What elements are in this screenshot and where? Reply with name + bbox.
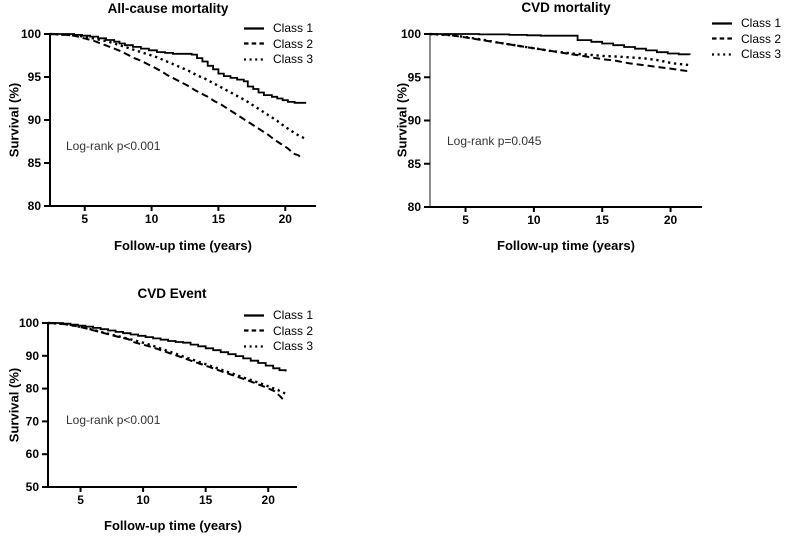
survival-curve-class-3 <box>49 32 305 140</box>
y-tick-label: 100 <box>21 27 41 41</box>
y-tick-label: 90 <box>26 349 40 363</box>
y-tick-label: 80 <box>408 200 422 214</box>
legend-label: Class 2 <box>741 31 782 46</box>
legend-label: Class 2 <box>273 323 314 338</box>
survival-curve-class-1 <box>50 33 307 104</box>
legend-item-class-1: Class 1 <box>243 21 314 36</box>
legend-label: Class 3 <box>741 47 782 62</box>
y-tick-label: 80 <box>28 199 42 213</box>
chart-all-cause-mortality: 5 10 15 20 80 85 90 95 100 All-cause mortality S… <box>0 0 390 265</box>
survival-curve-class-1 <box>48 322 287 372</box>
log-rank-annotation: Log-rank p=0.045 <box>447 134 542 148</box>
legend-item-class-3: Class 3 <box>243 339 314 354</box>
y-tick-label: 85 <box>408 157 422 171</box>
x-tick-label: 5 <box>462 213 469 227</box>
legend: Class 1 Class 2 Class 3 <box>243 308 314 354</box>
legend-item-class-3: Class 3 <box>243 52 314 67</box>
legend-label: Class 3 <box>273 52 314 67</box>
chart-title: CVD mortality <box>521 0 611 15</box>
y-tick-label: 80 <box>26 382 40 396</box>
y-tick-label: 90 <box>28 113 42 127</box>
x-tick-label: 5 <box>81 212 88 226</box>
plot-area: 5 10 15 20 80 85 90 95 100 <box>401 27 702 227</box>
plot-area: 5 10 15 20 50 60 70 80 90 100 <box>19 316 297 507</box>
legend-dashed-line-icon <box>244 329 264 332</box>
legend-dotted-line-icon <box>244 58 264 61</box>
y-tick-label: 60 <box>26 447 40 461</box>
legend-item-class-2: Class 2 <box>243 323 314 338</box>
legend-dotted-line-icon <box>712 53 732 56</box>
legend: Class 1 Class 2 Class 3 <box>711 16 782 62</box>
legend-label: Class 3 <box>273 339 314 354</box>
log-rank-annotation: Log-rank p<0.001 <box>66 413 161 427</box>
x-axis-label: Follow-up time (years) <box>497 238 635 253</box>
y-tick-label: 85 <box>28 156 42 170</box>
survival-curve-class-1 <box>430 33 691 56</box>
legend-item-class-2: Class 2 <box>711 31 782 46</box>
chart-cvd-event: 5 10 15 20 50 60 70 80 90 100 CVD Event Survival … <box>0 270 400 536</box>
y-tick-label: 90 <box>408 114 422 128</box>
survival-curve-class-2 <box>47 322 286 402</box>
y-tick-label: 95 <box>28 70 42 84</box>
x-tick-label: 10 <box>527 213 541 227</box>
legend-item-class-3: Class 3 <box>711 47 782 62</box>
x-tick-label: 10 <box>145 212 159 226</box>
survival-curve-class-2 <box>49 33 303 160</box>
legend-label: Class 2 <box>273 36 314 51</box>
x-tick-label: 15 <box>596 213 610 227</box>
y-tick-label: 100 <box>401 27 421 41</box>
log-rank-annotation: Log-rank p<0.001 <box>66 139 161 153</box>
y-tick-label: 70 <box>26 414 40 428</box>
chart-title: CVD Event <box>137 286 207 301</box>
x-tick-label: 20 <box>262 493 276 507</box>
x-tick-label: 10 <box>136 493 150 507</box>
survival-curve-class-3 <box>429 32 690 67</box>
legend-solid-line-icon <box>244 314 264 317</box>
legend-solid-line-icon <box>712 22 732 25</box>
legend-item-class-1: Class 1 <box>243 308 314 323</box>
x-tick-label: 20 <box>664 213 678 227</box>
legend-item-class-1: Class 1 <box>711 16 782 31</box>
x-axis-label: Follow-up time (years) <box>114 238 252 253</box>
y-tick-label: 95 <box>408 70 422 84</box>
y-axis-label: Survival (%) <box>6 367 22 443</box>
legend-dashed-line-icon <box>712 37 732 40</box>
legend-dashed-line-icon <box>244 42 264 45</box>
x-axis-label: Follow-up time (years) <box>104 518 242 533</box>
y-axis-label: Survival (%) <box>6 82 22 158</box>
x-tick-label: 20 <box>279 212 293 226</box>
chart-cvd-mortality: 5 10 15 20 80 85 90 95 100 CVD mortality Surviva… <box>390 0 787 265</box>
legend-dotted-line-icon <box>244 345 264 348</box>
y-tick-label: 50 <box>26 480 40 494</box>
survival-curve-class-2 <box>429 33 689 73</box>
legend-label: Class 1 <box>741 16 782 31</box>
legend-item-class-2: Class 2 <box>243 36 314 51</box>
legend-label: Class 1 <box>273 21 314 36</box>
plot-area: 5 10 15 20 80 85 90 95 100 <box>21 27 316 226</box>
x-tick-label: 15 <box>212 212 226 226</box>
legend: Class 1 Class 2 Class 3 <box>243 21 314 67</box>
x-tick-label: 5 <box>77 493 84 507</box>
x-tick-label: 15 <box>199 493 213 507</box>
y-axis-label: Survival (%) <box>394 82 410 158</box>
legend-solid-line-icon <box>244 27 264 30</box>
legend-label: Class 1 <box>273 308 314 323</box>
y-tick-label: 100 <box>19 316 39 330</box>
chart-title: All-cause mortality <box>107 1 229 16</box>
